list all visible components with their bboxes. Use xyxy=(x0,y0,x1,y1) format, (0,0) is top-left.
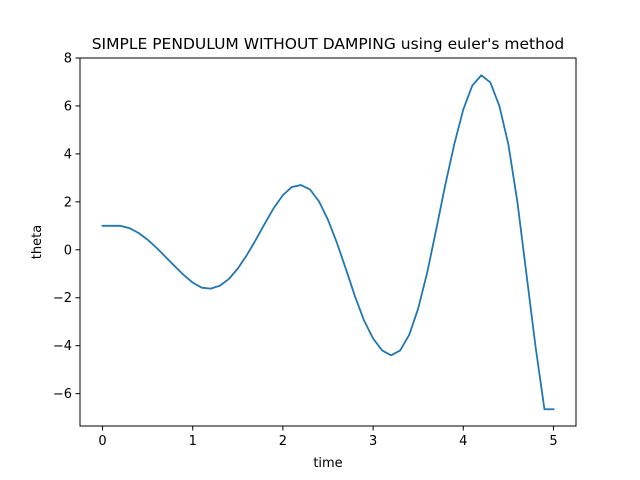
axes: 0 1 2 3 4 5 −6 −4 −2 0 2 4 6 8 xyxy=(53,52,577,449)
y-tick-label: −4 xyxy=(53,339,72,354)
x-tick-label: 5 xyxy=(549,434,557,449)
y-axis-label: theta xyxy=(30,225,45,259)
series-line-0 xyxy=(101,74,555,411)
axes-frame xyxy=(79,57,577,427)
x-tick-label: 2 xyxy=(279,434,287,449)
y-tick-label: 0 xyxy=(64,243,72,258)
chart-labels: SIMPLE PENDULUM WITHOUT DAMPING using eu… xyxy=(30,35,564,471)
x-tick-label: 1 xyxy=(189,434,197,449)
x-tick-label: 4 xyxy=(459,434,467,449)
y-tick-label: 4 xyxy=(64,147,72,162)
x-tick-label: 0 xyxy=(98,434,106,449)
x-axis-label: time xyxy=(313,456,342,471)
y-tick-label: 6 xyxy=(64,99,72,114)
y-tick-label: 8 xyxy=(64,52,72,67)
x-tick-label: 3 xyxy=(369,434,377,449)
plot-area xyxy=(101,74,555,411)
y-tick-label: 2 xyxy=(64,195,72,210)
y-tick-label: −2 xyxy=(53,291,72,306)
y-tick-label: −6 xyxy=(53,387,72,402)
chart-title: SIMPLE PENDULUM WITHOUT DAMPING using eu… xyxy=(92,35,565,53)
